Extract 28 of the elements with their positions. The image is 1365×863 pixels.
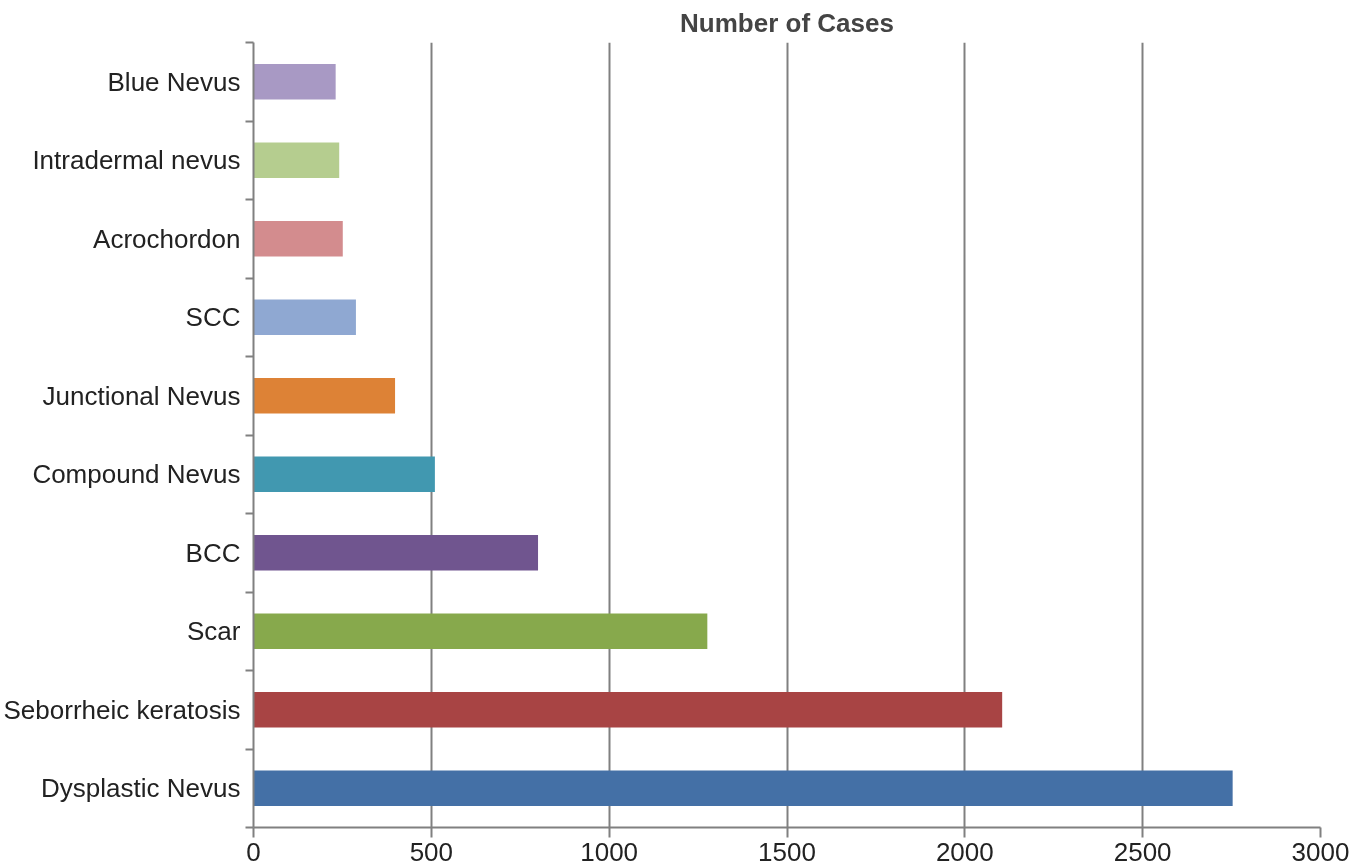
x-tick-label: 1000 (580, 836, 639, 863)
bar (253, 770, 1233, 806)
x-tick-label: 2000 (935, 836, 994, 863)
y-tick-label: Seborrheic keratosis (3, 694, 241, 725)
y-tick-label: Compound Nevus (32, 459, 241, 490)
bar (253, 613, 708, 649)
y-tick-label: Acrochordon (93, 223, 241, 254)
bar (253, 142, 340, 178)
y-tick-label: Intradermal nevus (32, 145, 241, 176)
x-tick-label: 2500 (1113, 836, 1172, 863)
bar (253, 299, 356, 335)
x-tick-label: 0 (246, 836, 261, 863)
bar (253, 221, 343, 257)
y-tick-label: Dysplastic Nevus (41, 773, 241, 804)
y-tick-label: Blue Nevus (107, 66, 241, 97)
y-tick-label: BCC (185, 537, 241, 568)
bar (253, 535, 539, 571)
y-tick-label: Scar (187, 616, 241, 647)
x-tick-label: 1500 (758, 836, 816, 863)
x-tick-label: 500 (409, 836, 454, 863)
bar (253, 64, 336, 100)
y-tick-label: SCC (185, 302, 241, 333)
chart-title: Number of Cases (680, 7, 894, 38)
x-tick-label: 3000 (1291, 836, 1350, 863)
bar (253, 456, 435, 492)
bar (253, 378, 396, 414)
y-tick-label: Junctional Nevus (42, 380, 241, 411)
bar (253, 692, 1003, 728)
